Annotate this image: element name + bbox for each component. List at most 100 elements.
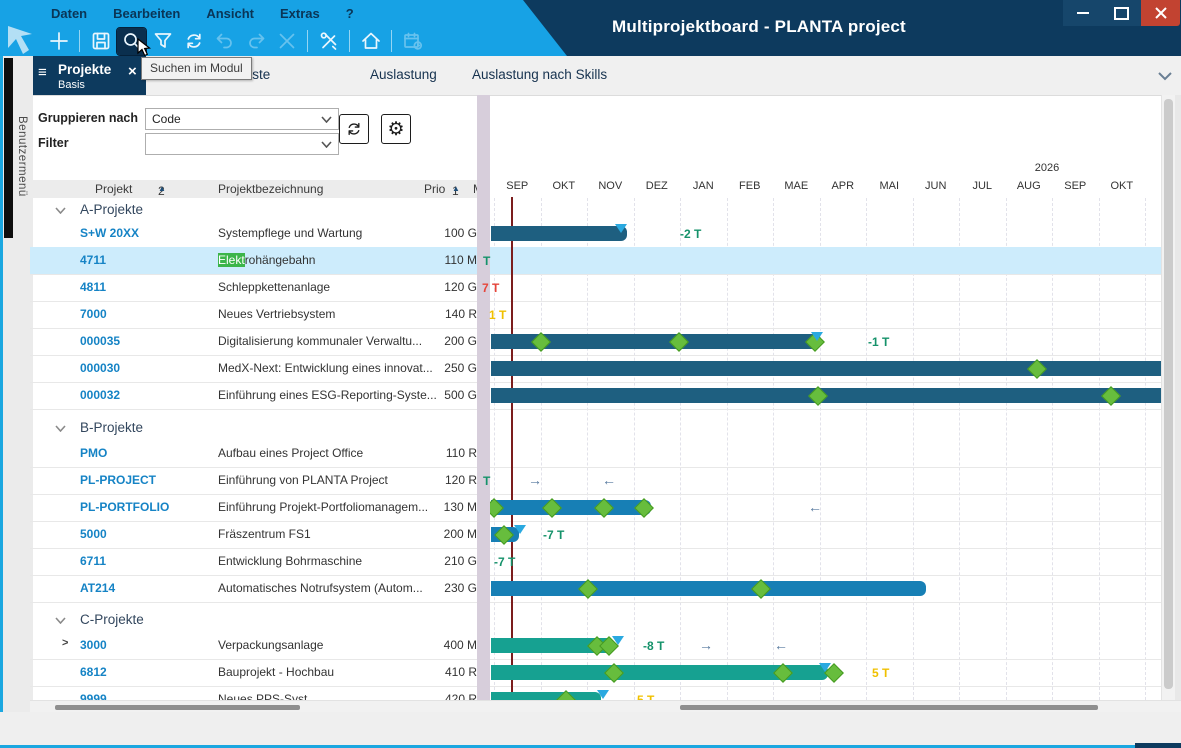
- menu-?[interactable]: ?: [333, 4, 367, 24]
- project-name[interactable]: Bauprojekt - Hochbau: [218, 665, 334, 679]
- table-hscroll-thumb[interactable]: [55, 705, 300, 710]
- project-name[interactable]: Elektrohängebahn: [218, 253, 315, 267]
- table-row[interactable]: PL-PROJECTEinführung von PLANTA Project1…: [30, 467, 1161, 495]
- pane-splitter[interactable]: [477, 95, 490, 700]
- expand-icon[interactable]: >: [62, 637, 68, 649]
- table-row[interactable]: >3000Verpackungsanlage400 M→←: [30, 632, 1161, 660]
- project-name[interactable]: Schleppkettenanlage: [218, 280, 330, 294]
- table-row[interactable]: S+W 20XXSystempflege und Wartung100 G: [30, 220, 1161, 248]
- project-code[interactable]: 000032: [80, 388, 120, 402]
- vertical-scrollbar[interactable]: [1161, 95, 1176, 700]
- group-by-select[interactable]: Code: [145, 108, 339, 130]
- project-code[interactable]: AT214: [80, 581, 115, 595]
- project-code[interactable]: PMO: [80, 446, 107, 460]
- hamburger-menu-icon[interactable]: ≡: [38, 65, 47, 80]
- schedule-marker-icon[interactable]: [819, 663, 831, 672]
- table-row[interactable]: 6812Bauprojekt - Hochbau410 R: [30, 659, 1161, 687]
- user-menu-handle[interactable]: [4, 58, 13, 238]
- tab-auslastung-nach-skills[interactable]: Auslastung nach Skills: [472, 67, 607, 82]
- table-row[interactable]: 6711Entwicklung Bohrmaschine210 G: [30, 548, 1161, 576]
- delete-icon[interactable]: [272, 28, 301, 55]
- project-name[interactable]: Systempflege und Wartung: [218, 226, 362, 240]
- user-menu-label[interactable]: Benutzermenü: [16, 116, 28, 197]
- filter-select[interactable]: [145, 133, 339, 155]
- column-project[interactable]: Projekt: [95, 182, 132, 196]
- column-prio[interactable]: Prio: [424, 182, 445, 196]
- project-name[interactable]: Einführung Projekt-Portfoliomanagem...: [218, 500, 428, 514]
- tab-close-icon[interactable]: ×: [128, 63, 137, 80]
- settings-button[interactable]: ⚙: [381, 114, 411, 144]
- project-name[interactable]: Einführung eines ESG-Reporting-Syste...: [218, 388, 437, 402]
- schedule-marker-icon[interactable]: [612, 636, 624, 645]
- close-button[interactable]: [1141, 0, 1180, 26]
- table-row[interactable]: PL-PORTFOLIO Einführung Projekt-Portfolio…: [30, 494, 1161, 522]
- table-row[interactable]: PMOAufbau eines Project Office110 R: [30, 440, 1161, 468]
- column-name[interactable]: Projektbezeichnung: [218, 182, 323, 196]
- project-code[interactable]: 7000: [80, 307, 107, 321]
- schedule-marker-icon[interactable]: [514, 525, 526, 534]
- table-row[interactable]: 9999Neues PPS-Syst...420 R: [30, 686, 1161, 700]
- project-code[interactable]: 6711: [80, 554, 106, 568]
- project-name[interactable]: Fräszentrum FS1: [218, 527, 311, 541]
- refresh-icon[interactable]: [179, 28, 208, 55]
- module-board-icon[interactable]: [398, 28, 427, 55]
- schedule-marker-icon[interactable]: [597, 690, 609, 699]
- project-code[interactable]: 6812: [80, 665, 107, 679]
- table-row[interactable]: 000035 Digitalisierung kommunaler Verwalt…: [30, 328, 1161, 356]
- project-code[interactable]: 4811: [80, 280, 106, 294]
- project-name[interactable]: Entwicklung Bohrmaschine: [218, 554, 362, 568]
- chevron-down-icon[interactable]: [55, 425, 66, 432]
- project-name[interactable]: Aufbau eines Project Office: [218, 446, 363, 460]
- project-name[interactable]: Einführung von PLANTA Project: [218, 473, 388, 487]
- gantt-bar[interactable]: [491, 581, 926, 596]
- project-code[interactable]: 4711: [80, 253, 106, 267]
- schedule-marker-icon[interactable]: [615, 224, 627, 233]
- chevron-down-icon[interactable]: [55, 207, 66, 214]
- chevron-down-icon[interactable]: [55, 617, 66, 624]
- vertical-scrollbar-thumb[interactable]: [1164, 99, 1173, 689]
- home-icon[interactable]: [356, 28, 385, 55]
- menu-extras[interactable]: Extras: [267, 4, 333, 24]
- project-name[interactable]: Neues PPS-Syst...: [218, 692, 317, 700]
- tab-projekte-basis[interactable]: ≡ Projekte Basis ×: [30, 56, 146, 95]
- menu-ansicht[interactable]: Ansicht: [193, 4, 267, 24]
- undo-icon[interactable]: [210, 28, 239, 55]
- tools-icon[interactable]: [314, 28, 343, 55]
- project-name[interactable]: Digitalisierung kommunaler Verwaltu...: [218, 334, 422, 348]
- tab-auslastung[interactable]: Auslastung: [370, 67, 437, 82]
- refresh-module-button[interactable]: [339, 114, 369, 144]
- table-row[interactable]: 5000Fräszentrum FS1200 M: [30, 521, 1161, 549]
- project-name[interactable]: Neues Vertriebsystem: [218, 307, 335, 321]
- schedule-marker-icon[interactable]: [811, 332, 823, 341]
- gantt-bar[interactable]: [491, 361, 1161, 376]
- save-icon[interactable]: [86, 28, 115, 55]
- project-code[interactable]: 5000: [80, 527, 107, 541]
- project-code[interactable]: 9999: [80, 692, 107, 700]
- gantt-bar[interactable]: [491, 226, 627, 241]
- redo-icon[interactable]: [241, 28, 270, 55]
- group-row[interactable]: B-Projekte: [30, 417, 1161, 441]
- gantt-bar[interactable]: [491, 500, 651, 515]
- group-row[interactable]: C-Projekte: [30, 609, 1161, 633]
- project-name[interactable]: Automatisches Notrufsystem (Autom...: [218, 581, 423, 595]
- table-row[interactable]: 000032 Einführung eines ESG-Reporting-Sys…: [30, 382, 1161, 410]
- table-row[interactable]: 7000Neues Vertriebsystem140 R: [30, 301, 1161, 329]
- menu-daten[interactable]: Daten: [38, 4, 100, 24]
- table-row[interactable]: AT214 Automatisches Notrufsystem (Autom..…: [30, 575, 1161, 603]
- table-row[interactable]: 4811Schleppkettenanlage120 G: [30, 274, 1161, 302]
- minimize-button[interactable]: [1063, 0, 1102, 26]
- table-row[interactable]: 000030MedX-Next: Entwicklung eines innov…: [30, 355, 1161, 383]
- project-code[interactable]: 3000: [80, 638, 107, 652]
- project-name[interactable]: MedX-Next: Entwicklung eines innovat...: [218, 361, 433, 375]
- menu-bearbeiten[interactable]: Bearbeiten: [100, 4, 193, 24]
- project-code[interactable]: PL-PROJECT: [80, 473, 156, 487]
- project-code[interactable]: 000035: [80, 334, 120, 348]
- project-code[interactable]: PL-PORTFOLIO: [80, 500, 169, 514]
- gantt-hscroll-thumb[interactable]: [680, 705, 1098, 710]
- gantt-bar[interactable]: [491, 692, 601, 700]
- maximize-button[interactable]: [1102, 0, 1141, 26]
- chevron-down-icon[interactable]: [1158, 68, 1172, 86]
- project-code[interactable]: S+W 20XX: [80, 226, 139, 240]
- table-row[interactable]: 4711Elektrohängebahn110 M: [30, 247, 1161, 275]
- add-icon[interactable]: [44, 28, 73, 55]
